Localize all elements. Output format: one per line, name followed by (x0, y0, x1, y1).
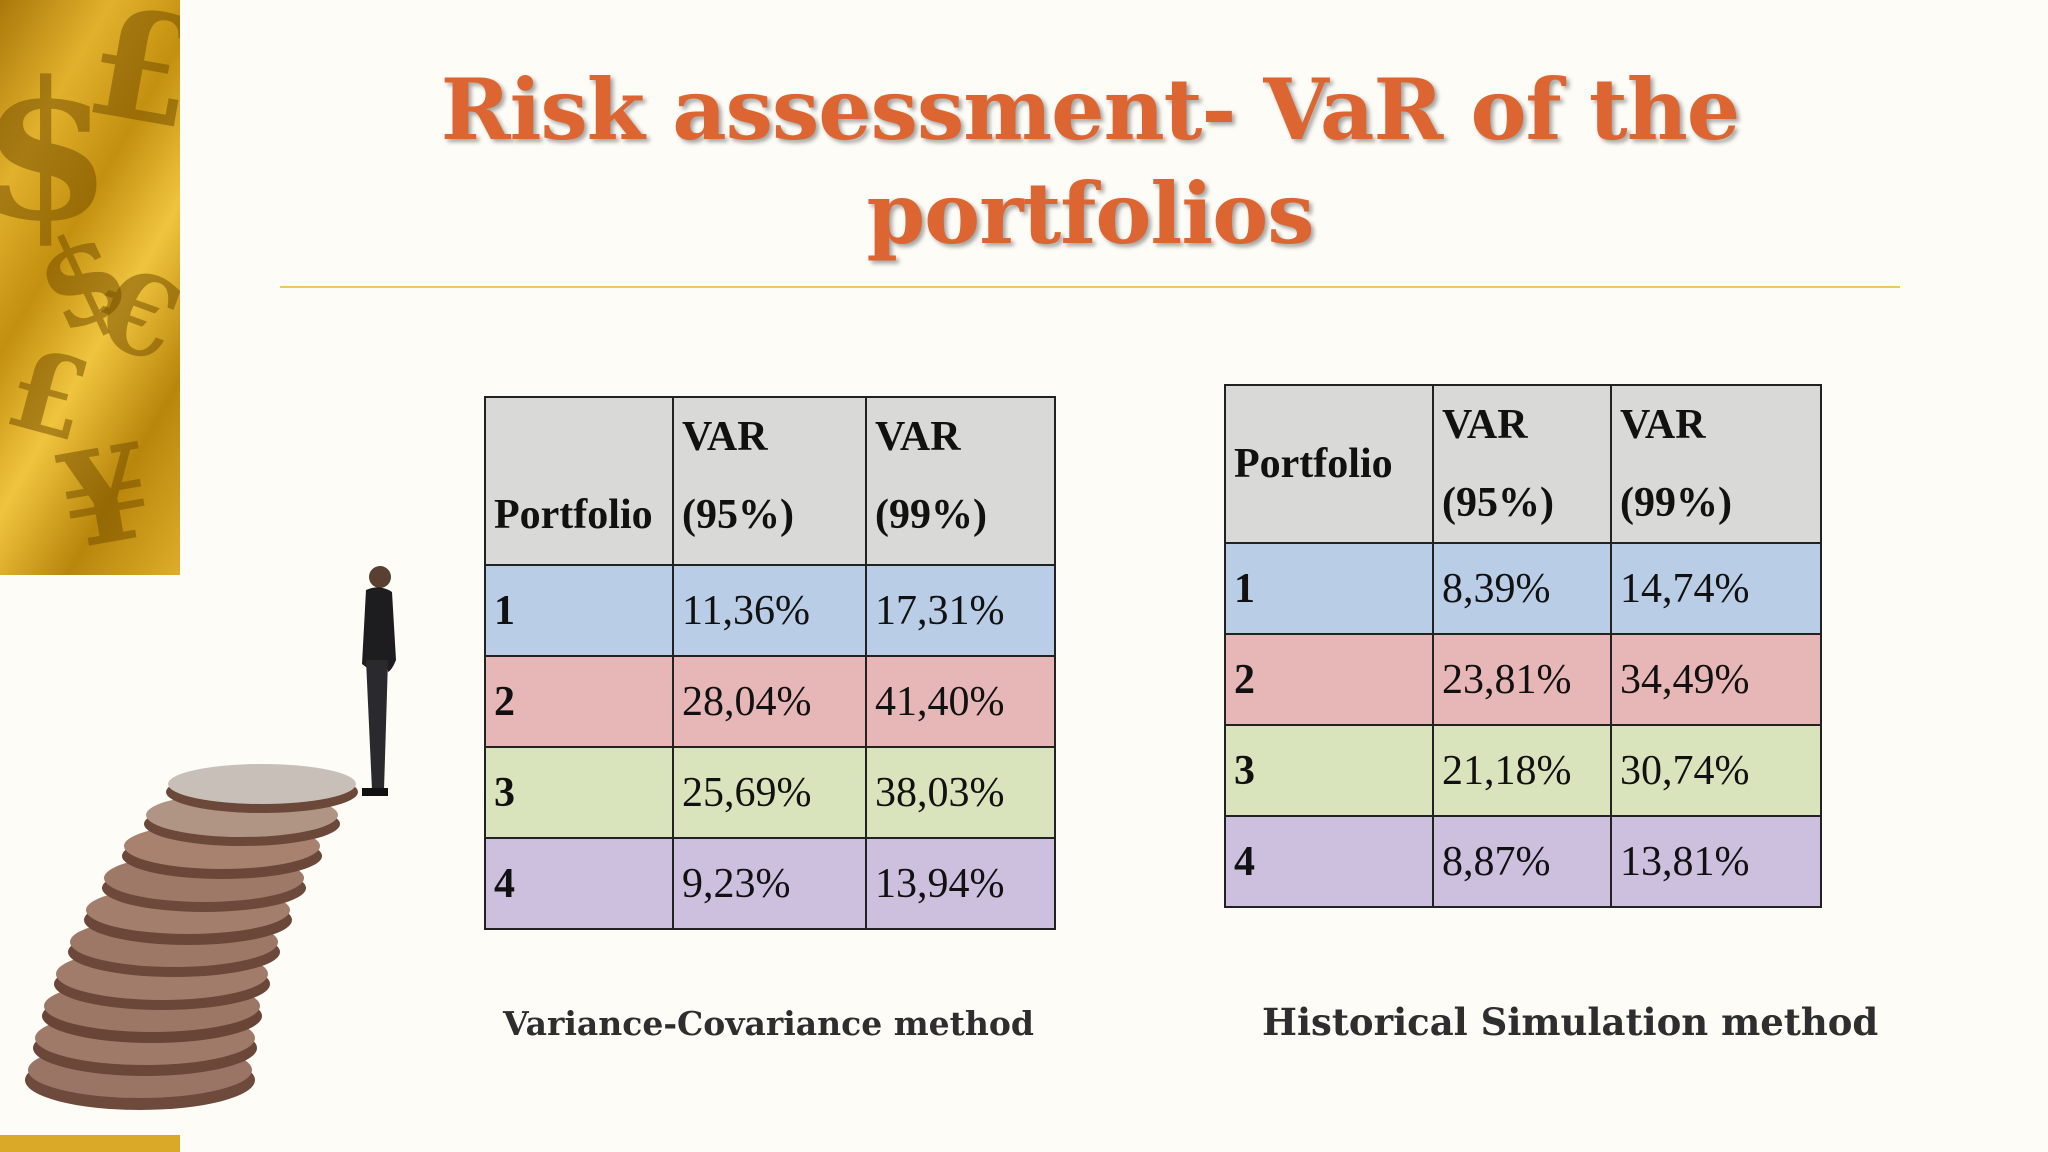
table-row: 1 11,36% 17,31% (484, 564, 1056, 657)
pound-glyph: £ (75, 0, 180, 164)
currency-background-image: $ $ £ £ ¥ € (0, 0, 180, 575)
table-row: 2 28,04% 41,40% (484, 655, 1056, 748)
cell-portfolio: 4 (484, 837, 674, 930)
variance-covariance-table: Portfolio VAR (95%) VAR (99%) 1 11,36% 17,… (484, 396, 1056, 930)
variance-covariance-caption: Variance-Covariance method (503, 1004, 1034, 1043)
cell-portfolio: 4 (1224, 815, 1434, 908)
cell-portfolio: 3 (484, 746, 674, 839)
cell-var-95: 8,39% (1432, 542, 1612, 635)
gold-edge (0, 1135, 180, 1152)
table-header-row: Portfolio VAR (95%) VAR (99%) (1224, 384, 1822, 544)
historical-simulation-table: Portfolio VAR (95%) VAR (99%) 1 8,39% 14,7… (1224, 384, 1822, 908)
table-row: 3 21,18% 30,74% (1224, 724, 1822, 817)
cell-var-95: 9,23% (672, 837, 867, 930)
table-row: 2 23,81% 34,49% (1224, 633, 1822, 726)
cell-portfolio: 2 (484, 655, 674, 748)
cell-portfolio: 1 (1224, 542, 1434, 635)
historical-simulation-caption: Historical Simulation method (1262, 1000, 1879, 1044)
header-portfolio: Portfolio (1224, 384, 1434, 544)
man-on-coin-stack-image (25, 566, 396, 1110)
cell-var-99: 14,74% (1610, 542, 1822, 635)
table-row: 4 8,87% 13,81% (1224, 815, 1822, 908)
cell-var-99: 30,74% (1610, 724, 1822, 817)
slide-title: Risk assessment- VaR of the portfolios (440, 60, 1740, 263)
cell-var-95: 8,87% (1432, 815, 1612, 908)
cell-var-99: 38,03% (865, 746, 1056, 839)
cell-portfolio: 3 (1224, 724, 1434, 817)
header-var-95-line2: (95%) (1442, 480, 1554, 526)
standing-man (362, 566, 396, 796)
header-var-95-line1: VAR (682, 414, 768, 460)
table-header-row: Portfolio VAR (95%) VAR (99%) (484, 396, 1056, 566)
header-var-95-line2: (95%) (682, 492, 794, 538)
header-var-99-line1: VAR (875, 414, 961, 460)
header-portfolio: Portfolio (484, 396, 674, 566)
cell-var-99: 13,81% (1610, 815, 1822, 908)
cell-var-95: 11,36% (672, 564, 867, 657)
header-var-95-line1: VAR (1442, 402, 1528, 448)
cell-var-95: 21,18% (1432, 724, 1612, 817)
cell-var-99: 41,40% (865, 655, 1056, 748)
table-row: 4 9,23% 13,94% (484, 837, 1056, 930)
cell-var-99: 34,49% (1610, 633, 1822, 726)
cell-var-95: 28,04% (672, 655, 867, 748)
cell-portfolio: 1 (484, 564, 674, 657)
table-row: 3 25,69% 38,03% (484, 746, 1056, 839)
header-var-99-line2: (99%) (1620, 480, 1732, 526)
cell-var-99: 17,31% (865, 564, 1056, 657)
title-divider (280, 286, 1900, 288)
header-var-99-line1: VAR (1620, 402, 1706, 448)
header-var-95: VAR (95%) (1432, 384, 1612, 544)
header-var-99: VAR (99%) (865, 396, 1056, 566)
header-var-95: VAR (95%) (672, 396, 867, 566)
header-var-99: VAR (99%) (1610, 384, 1822, 544)
yen-glyph: ¥ (47, 413, 164, 575)
cell-portfolio: 2 (1224, 633, 1434, 726)
cell-var-99: 13,94% (865, 837, 1056, 930)
coin-stack (25, 764, 358, 1110)
header-var-99-line2: (99%) (875, 492, 987, 538)
table-row: 1 8,39% 14,74% (1224, 542, 1822, 635)
dollar-glyph: $ (0, 40, 113, 263)
cell-var-95: 23,81% (1432, 633, 1612, 726)
cell-var-95: 25,69% (672, 746, 867, 839)
